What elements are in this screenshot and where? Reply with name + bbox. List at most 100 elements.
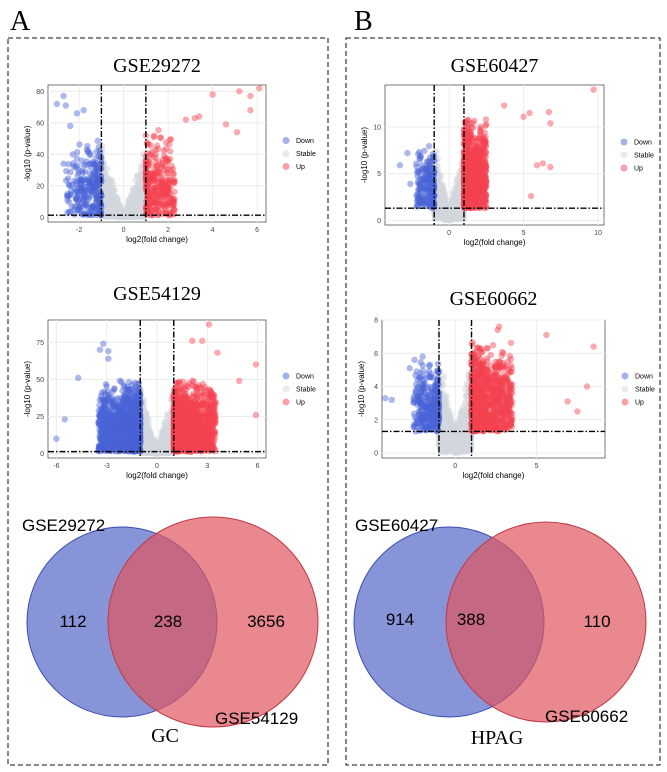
- point-stable: [122, 213, 129, 220]
- point-down: [419, 199, 426, 206]
- point-stable: [134, 205, 141, 212]
- point-stable: [128, 199, 135, 206]
- panel-a-border: [7, 37, 329, 766]
- point-stable: [131, 191, 138, 198]
- point-stable: [104, 195, 111, 202]
- x-axis-label: log2(fold change): [464, 238, 526, 247]
- point-stable: [134, 182, 142, 189]
- point-down: [71, 206, 78, 213]
- point-stable: [102, 211, 109, 218]
- point-stable: [138, 188, 145, 195]
- point-stable: [120, 212, 128, 220]
- x-tick-label: 3: [205, 463, 209, 470]
- point-stable: [117, 208, 124, 215]
- point-stable: [132, 206, 140, 213]
- point-stable: [107, 186, 114, 193]
- point-up: [166, 179, 173, 186]
- point-stable: [126, 209, 133, 216]
- point-stable: [119, 213, 127, 220]
- x-tick-label: -3: [104, 463, 110, 470]
- point-stable: [137, 208, 144, 215]
- point-stable: [104, 207, 111, 214]
- point-stable: [102, 199, 110, 206]
- point-stable: [136, 203, 144, 211]
- point-stable: [136, 178, 143, 185]
- point-stable: [116, 203, 123, 210]
- point-stable: [108, 197, 115, 204]
- point-stable: [117, 207, 125, 215]
- point-outlier: [256, 84, 263, 92]
- point-stable: [127, 208, 135, 215]
- point-down: [424, 200, 432, 207]
- point-stable: [141, 208, 149, 215]
- point-down: [417, 185, 424, 193]
- panel-label-a: A: [10, 6, 31, 37]
- point-stable: [122, 207, 130, 214]
- point-down: [67, 191, 74, 199]
- point-down: [429, 155, 437, 163]
- point-outlier: [500, 102, 508, 109]
- point-stable: [116, 202, 124, 209]
- point-stable: [137, 202, 144, 210]
- x-tick-label: 10: [594, 230, 602, 237]
- point-up: [160, 147, 168, 155]
- point-stable: [122, 209, 130, 217]
- point-up: [146, 194, 153, 202]
- point-stable: [103, 208, 110, 215]
- point-stable: [104, 193, 112, 200]
- point-up: [461, 158, 469, 165]
- point-up: [466, 140, 473, 147]
- point-stable: [120, 212, 127, 219]
- point-stable: [123, 211, 130, 219]
- point-stable: [103, 208, 110, 215]
- point-stable: [128, 187, 136, 194]
- point-outlier: [191, 114, 199, 122]
- point-outlier: [222, 121, 230, 128]
- point-up: [152, 151, 160, 158]
- legend-swatch: [282, 163, 290, 170]
- point-stable: [137, 208, 144, 215]
- point-stable: [137, 166, 144, 173]
- point-stable: [109, 205, 116, 212]
- point-stable: [133, 208, 140, 215]
- point-stable: [117, 209, 124, 217]
- point-stable: [108, 198, 115, 205]
- point-up: [468, 147, 476, 154]
- y-tick-label: 5: [377, 171, 381, 178]
- point-stable: [123, 207, 130, 215]
- point-stable: [118, 211, 126, 218]
- point-stable: [111, 204, 119, 211]
- point-stable: [101, 212, 109, 220]
- point-stable: [132, 198, 140, 205]
- point-stable: [113, 208, 121, 215]
- legend-swatch: [282, 137, 290, 144]
- x-tick-label: 6: [255, 227, 259, 234]
- point-stable: [113, 211, 121, 218]
- point-stable: [136, 193, 144, 200]
- point-stable: [124, 208, 132, 215]
- point-stable: [138, 176, 145, 183]
- point-stable: [112, 195, 119, 202]
- point-stable: [137, 185, 145, 192]
- points: [53, 84, 263, 221]
- point-stable: [108, 177, 116, 184]
- point-up: [170, 170, 177, 177]
- point-stable: [107, 205, 114, 212]
- point-stable: [133, 193, 140, 200]
- point-down: [415, 169, 422, 177]
- point-stable: [128, 207, 136, 214]
- point-outlier: [62, 102, 69, 109]
- point-stable: [129, 204, 136, 212]
- point-stable: [104, 205, 111, 212]
- point-outlier: [545, 108, 553, 116]
- point-up: [464, 197, 471, 205]
- point-down: [78, 211, 86, 218]
- point-outlier: [53, 100, 61, 108]
- point-up: [480, 171, 488, 178]
- point-down: [414, 178, 422, 186]
- point-stable: [107, 209, 114, 216]
- point-down: [62, 167, 70, 175]
- point-up: [154, 142, 161, 149]
- point-up: [170, 198, 178, 205]
